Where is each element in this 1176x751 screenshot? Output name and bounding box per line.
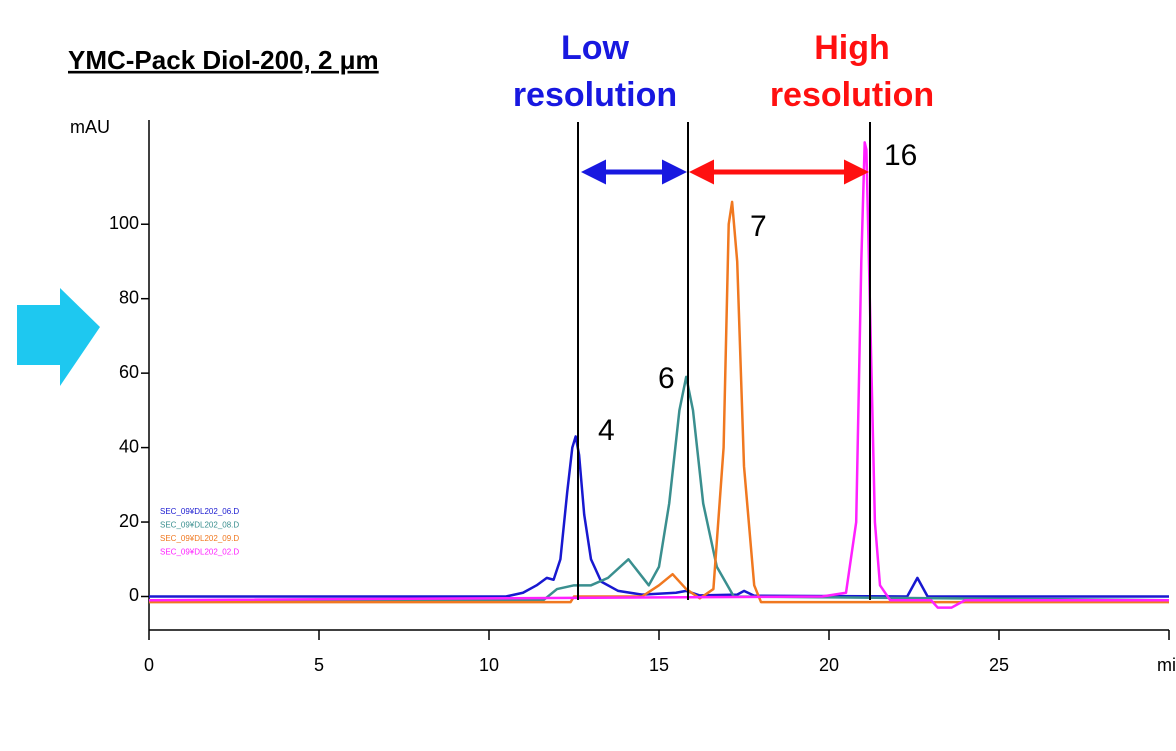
chart-title: YMC-Pack Diol-200, 2 μm bbox=[68, 45, 379, 75]
x-tick-label: 10 bbox=[479, 655, 499, 675]
x-axis-label: mi bbox=[1157, 655, 1176, 675]
y-tick-label: 20 bbox=[119, 511, 139, 531]
peak-label: 6 bbox=[658, 362, 675, 395]
series-line bbox=[148, 141, 1169, 609]
legend-entry: SEC_09¥DL202_09.D bbox=[160, 534, 239, 543]
legend-entry: SEC_09¥DL202_08.D bbox=[160, 521, 239, 530]
series-line bbox=[149, 375, 1170, 602]
y-tick-label: 100 bbox=[109, 213, 139, 233]
peak-label: 7 bbox=[750, 210, 767, 243]
header-high: High resolution bbox=[770, 29, 934, 114]
y-tick-label: 80 bbox=[119, 287, 139, 307]
series-line bbox=[149, 200, 1169, 604]
x-tick-label: 20 bbox=[819, 655, 839, 675]
legend-entry: SEC_09¥DL202_06.D bbox=[160, 507, 239, 516]
peak-label: 4 bbox=[598, 414, 615, 447]
y-tick-label: 60 bbox=[119, 362, 139, 382]
header-low: Low resolution bbox=[513, 29, 677, 114]
x-tick-label: 25 bbox=[989, 655, 1009, 675]
x-tick-label: 0 bbox=[144, 655, 154, 675]
plot: 0 20 40 60 80 100 0 5 10 15 20 25 mi SEC_09¥DL202_06.… bbox=[109, 120, 1176, 675]
x-tick-label: 5 bbox=[314, 655, 324, 675]
legend-entry: SEC_09¥DL202_02.D bbox=[160, 548, 239, 557]
header-text: High resolution bbox=[770, 29, 934, 114]
y-tick-label: 0 bbox=[129, 585, 139, 605]
y-tick-label: 40 bbox=[119, 436, 139, 456]
x-tick-label: 15 bbox=[649, 655, 669, 675]
header-text: Low resolution bbox=[513, 29, 677, 114]
series-line bbox=[149, 435, 1169, 598]
peak-label: 16 bbox=[884, 139, 917, 172]
y-axis-label: mAU bbox=[70, 117, 110, 137]
pointer-arrow bbox=[17, 288, 100, 386]
